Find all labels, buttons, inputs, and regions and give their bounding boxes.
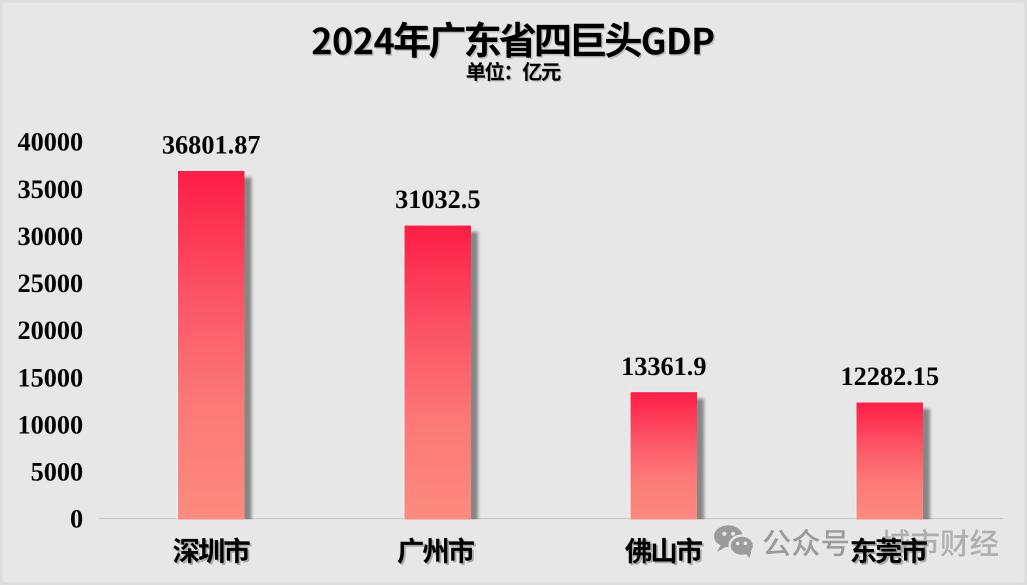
svg-text:0: 0: [70, 505, 83, 534]
svg-text:31032.5: 31032.5: [395, 185, 480, 214]
svg-text:40000: 40000: [17, 128, 83, 157]
svg-text:13361.9: 13361.9: [621, 352, 706, 381]
svg-text:36801.87: 36801.87: [162, 131, 261, 160]
svg-text:25000: 25000: [17, 269, 83, 298]
svg-text:10000: 10000: [17, 410, 83, 439]
svg-text:30000: 30000: [17, 222, 83, 251]
svg-text:5000: 5000: [31, 458, 84, 487]
svg-text:20000: 20000: [17, 316, 83, 345]
svg-text:15000: 15000: [17, 363, 83, 392]
svg-text:35000: 35000: [17, 175, 83, 204]
svg-text:12282.15: 12282.15: [840, 362, 939, 391]
